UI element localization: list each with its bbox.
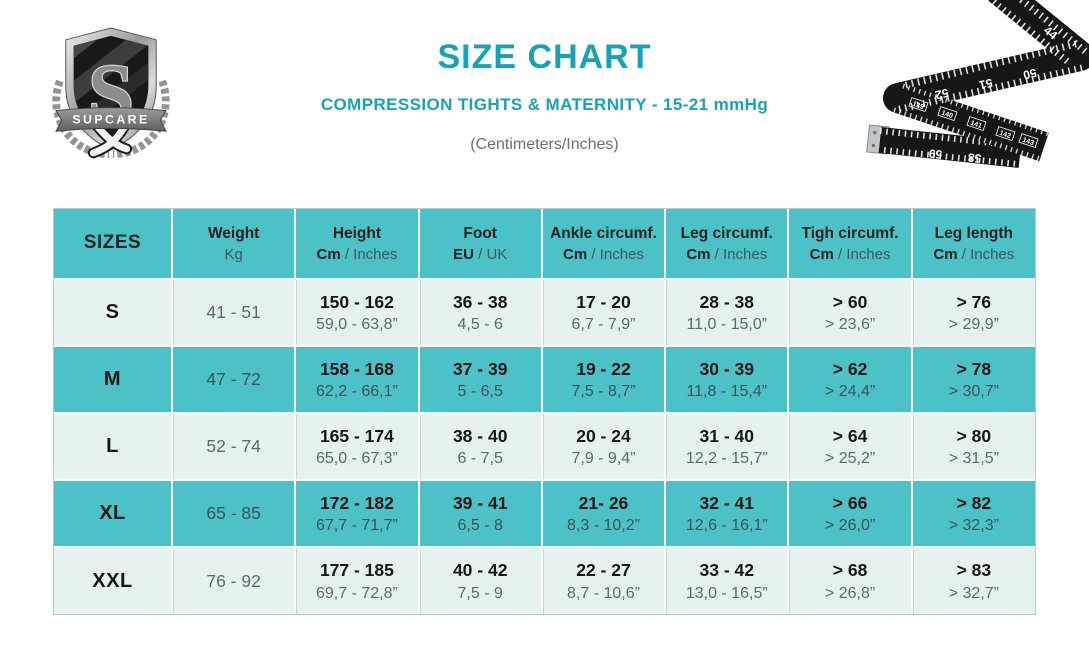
page-title: SIZE CHART <box>437 38 652 76</box>
table-row: S 41 - 51 150 - 162 59,0 - 63,8” 36 - 38 4… <box>54 278 1035 347</box>
tape-number: 58 <box>967 150 982 165</box>
measure-cell: > 78 > 30,7” <box>910 345 1035 414</box>
table-row: M 47 - 72 158 - 168 62,2 - 66,1” 37 - 39 5… <box>54 345 1035 414</box>
measure-cell: > 66 > 26,0” <box>787 479 913 548</box>
measure-cell: > 60 > 23,6” <box>787 278 913 347</box>
weight-cell: 52 - 74 <box>170 412 297 481</box>
col-header-leg-circumf: Leg circumf. Cm / Inches <box>664 209 790 280</box>
size-cell: XXL <box>54 546 173 614</box>
measure-cell: 21- 26 8,3 - 10,2” <box>540 479 667 548</box>
measure-cell: 36 - 38 4,5 - 6 <box>417 278 543 347</box>
measure-cell: > 80 > 31,5” <box>910 412 1035 481</box>
measure-cell: 30 - 39 11,8 - 15,4” <box>664 345 790 414</box>
tape-number: 59 <box>928 146 943 161</box>
weight-cell: 41 - 51 <box>170 278 297 347</box>
measure-cell: 32 - 41 12,6 - 16,1” <box>664 479 790 548</box>
measure-cell: 19 - 22 7,5 - 8,7” <box>540 345 667 414</box>
table-header-row: SIZES Weight Kg Height Cm / Inches Foot EU … <box>54 209 1035 280</box>
tape-number: 50 <box>1022 66 1038 83</box>
measure-cell: 31 - 40 12,2 - 15,7” <box>664 412 790 481</box>
size-cell: M <box>54 345 173 414</box>
size-cell: L <box>54 412 173 481</box>
col-header-foot: Foot EU / UK <box>417 209 543 280</box>
table-row: XXL 76 - 92 177 - 185 69,7 - 72,8” 40 - 4… <box>54 546 1035 614</box>
measure-cell: 20 - 24 7,9 - 9,4” <box>540 412 667 481</box>
weight-cell: 65 - 85 <box>170 479 297 548</box>
size-table: SIZES Weight Kg Height Cm / Inches Foot EU … <box>53 208 1036 615</box>
measure-cell: > 62 > 24,4” <box>787 345 913 414</box>
measure-cell: 150 - 162 59,0 - 63,8” <box>294 278 420 347</box>
measure-cell: 37 - 39 5 - 6,5 <box>417 345 543 414</box>
tape-measure-image: 59 58 44 50 51 52 139 140 141 142 143 <box>866 0 1089 168</box>
units-note: (Centimeters/Inches) <box>470 136 619 153</box>
measure-cell: 40 - 42 7,5 - 9 <box>417 546 543 614</box>
page-subtitle: COMPRESSION TIGHTS & MATERNITY - 15-21 m… <box>320 95 769 114</box>
size-cell: XL <box>54 479 173 548</box>
measure-cell: 33 - 42 13,0 - 16,5” <box>664 546 790 614</box>
measure-cell: 28 - 38 11,0 - 15,0” <box>664 278 790 347</box>
measure-cell: > 82 > 32,3” <box>910 479 1035 548</box>
tape-number: 139 <box>911 101 924 111</box>
col-header-ankle-circumf: Ankle circumf. Cm / Inches <box>540 209 667 280</box>
measure-cell: 158 - 168 62,2 - 66,1” <box>294 345 420 414</box>
measure-cell: 17 - 20 6,7 - 7,9” <box>540 278 667 347</box>
tape-number: 142 <box>998 130 1011 140</box>
tape-number: 51 <box>978 76 994 93</box>
logo-brand-text: SUPCARE <box>72 112 149 126</box>
col-header-leg-length: Leg length Cm / Inches <box>910 209 1035 280</box>
measure-cell: > 64 > 25,2” <box>787 412 913 481</box>
measure-cell: 165 - 174 65,0 - 67,3” <box>294 412 420 481</box>
col-header-sizes: SIZES <box>54 209 173 280</box>
col-header-tigh-circumf: Tigh circumf. Cm / Inches <box>787 209 913 280</box>
measure-cell: 172 - 182 67,7 - 71,7” <box>294 479 420 548</box>
table-row: L 52 - 74 165 - 174 65,0 - 67,3” 38 - 40 6… <box>54 412 1035 481</box>
tape-number: 143 <box>1021 137 1034 147</box>
col-header-height: Height Cm / Inches <box>294 209 420 280</box>
measure-cell: 39 - 41 6,5 - 8 <box>417 479 543 548</box>
measure-cell: > 76 > 29,9” <box>910 278 1035 347</box>
measure-cell: > 83 > 32,7” <box>910 546 1035 614</box>
supcare-logo: S SUPCARE <box>52 27 170 159</box>
measure-cell: 38 - 40 6 - 7,5 <box>417 412 543 481</box>
size-table-body: S 41 - 51 150 - 162 59,0 - 63,8” 36 - 38 4… <box>54 278 1035 614</box>
weight-cell: 47 - 72 <box>170 345 297 414</box>
measure-cell: > 68 > 26,8” <box>787 546 913 614</box>
col-header-weight: Weight Kg <box>170 209 297 280</box>
tape-number: 140 <box>940 110 953 120</box>
tape-number: 52 <box>934 86 950 103</box>
weight-cell: 76 - 92 <box>170 546 297 614</box>
measure-cell: 177 - 185 69,7 - 72,8” <box>294 546 420 614</box>
size-cell: S <box>54 278 173 347</box>
measure-cell: 22 - 27 8,7 - 10,6” <box>540 546 667 614</box>
table-row: XL 65 - 85 172 - 182 67,7 - 71,7” 39 - 41… <box>54 479 1035 548</box>
tape-number: 141 <box>969 120 982 130</box>
